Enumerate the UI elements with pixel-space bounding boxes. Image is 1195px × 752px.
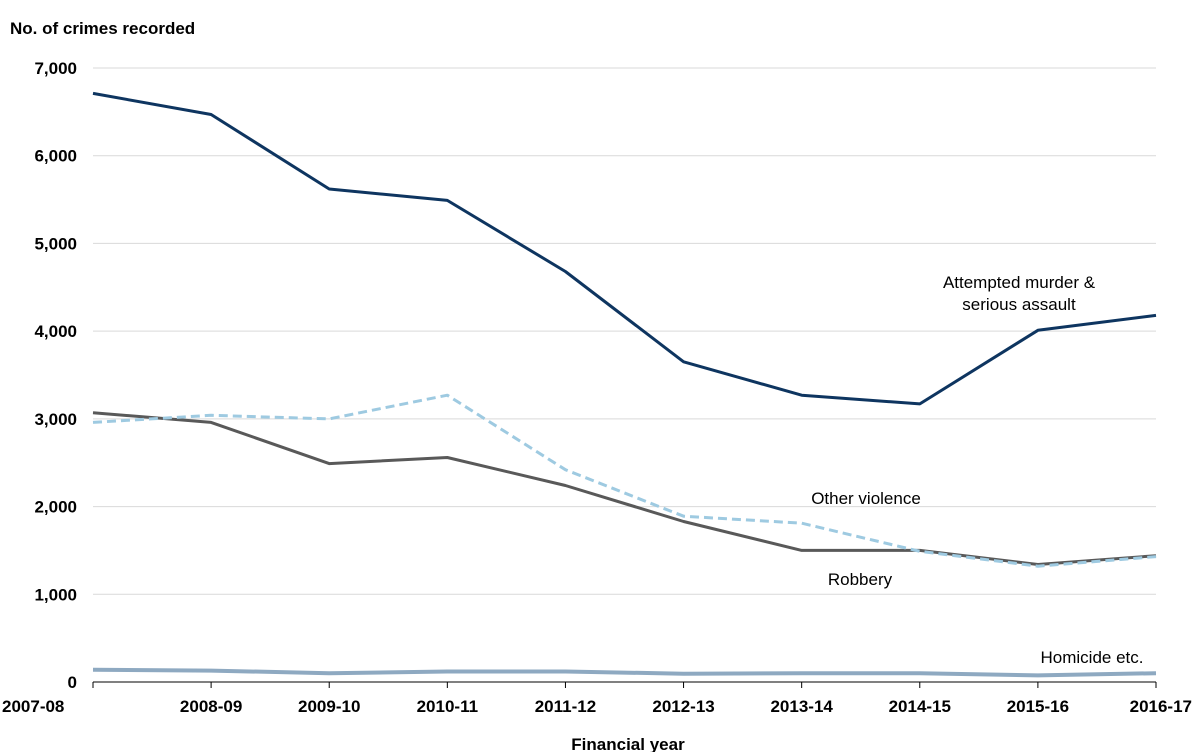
- y-tick-label: 0: [68, 673, 77, 692]
- series-line-other-violence: [92, 393, 1157, 568]
- series-label-attempted-murder-serious-assault: Attempted murder &: [943, 273, 1096, 292]
- x-tick-label: 2007-08: [2, 697, 64, 716]
- series-label-robbery: Robbery: [828, 570, 893, 589]
- y-tick-label: 5,000: [34, 234, 77, 253]
- y-tick-label: 6,000: [34, 147, 77, 166]
- x-tick-label: 2012-13: [652, 697, 714, 716]
- x-tick-label: 2014-15: [889, 697, 951, 716]
- y-axis-title: No. of crimes recorded: [10, 19, 195, 38]
- series-label-other-violence: Other violence: [811, 489, 921, 508]
- y-tick-label: 1,000: [34, 585, 77, 604]
- gridlines: [93, 67, 1156, 595]
- y-tick-label: 4,000: [34, 322, 77, 341]
- series-line-homicide-etc: [92, 667, 1157, 678]
- x-tick-label: 2016-17: [1130, 697, 1192, 716]
- x-axis-title: Financial year: [571, 735, 685, 752]
- series-labels: Attempted murder & serious assault Other v…: [811, 273, 1143, 667]
- x-axis-ticks: 2007-08 2008-09 2009-10 2010-11 2011-12 2012-…: [2, 682, 1192, 716]
- series-line-robbery: [92, 411, 1157, 566]
- x-tick-label: 2015-16: [1007, 697, 1069, 716]
- x-tick-label: 2011-12: [535, 697, 596, 716]
- y-tick-label: 7,000: [34, 59, 77, 78]
- x-tick-label: 2010-11: [417, 697, 478, 716]
- x-tick-label: 2013-14: [770, 697, 833, 716]
- series-label-attempted-murder-serious-assault: serious assault: [962, 295, 1076, 314]
- y-axis-ticks: 0 1,000 2,000 3,000 4,000 5,000 6,000 7,000: [34, 59, 77, 692]
- y-tick-label: 3,000: [34, 410, 77, 429]
- x-tick-label: 2009-10: [298, 697, 360, 716]
- series-lines: [92, 91, 1157, 678]
- y-tick-label: 2,000: [34, 498, 77, 517]
- series-label-homicide-etc: Homicide etc.: [1041, 648, 1144, 667]
- series-line-attempted-murder-serious-assault: [92, 91, 1157, 406]
- x-tick-label: 2008-09: [180, 697, 242, 716]
